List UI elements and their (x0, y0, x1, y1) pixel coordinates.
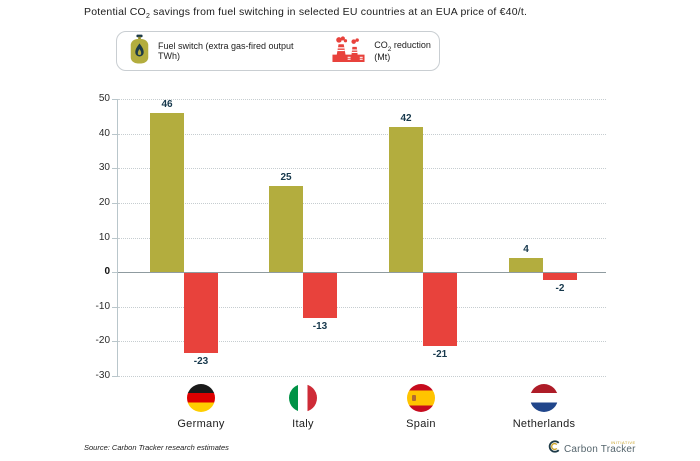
legend-item-co2-reduction: CO2 reduction (Mt) (331, 35, 439, 67)
y-axis-tick (112, 237, 118, 239)
bar-value-label: -2 (555, 283, 565, 295)
legend-item-fuel-switch: Fuel switch (extra gas-fired output TWh) (129, 34, 301, 69)
y-axis-tick (112, 341, 118, 343)
bar-co2-reduction-germany: -23 (184, 273, 218, 367)
y-tick-label: 30 (98, 162, 110, 174)
y-axis-tick (112, 376, 118, 377)
spain-emblem (412, 395, 416, 401)
zero-line (118, 272, 606, 274)
carbon-tracker-logo-subtext: INITIATIVE (610, 439, 636, 445)
bar-fuel-switch-netherlands: 4 (509, 244, 543, 273)
carbon-tracker-logo: Carbon Tracker INITIATIVE (548, 440, 636, 458)
legend-label-co2-reduction: CO2 reduction (Mt) (374, 39, 431, 63)
gridline (118, 168, 606, 170)
gridline (118, 341, 606, 343)
bar-value-label: 42 (400, 112, 412, 124)
y-tick-label: 40 (98, 127, 110, 139)
gridline (118, 202, 606, 204)
category-label-italy: Italy (292, 418, 314, 430)
y-tick-label: 0 (104, 266, 110, 278)
flag-italy-icon (289, 384, 317, 412)
y-tick-label: 20 (98, 196, 110, 208)
plot-area: 46 -23 25 -13 42 -21 4 -2 50 40 30 20 10 0 -10… (96, 93, 606, 381)
y-axis-tick (112, 168, 118, 170)
y-tick-label: -30 (95, 370, 110, 381)
y-tick-label: 50 (98, 93, 110, 104)
y-axis-tick (112, 99, 118, 100)
flag-germany-icon (187, 384, 215, 412)
source-note: Source: Carbon Tracker research estimate… (84, 443, 229, 452)
gridline (118, 306, 606, 308)
legend: Fuel switch (extra gas-fired output TWh) (116, 31, 440, 71)
carbon-tracker-logo-icon (548, 440, 561, 458)
bar-value-label: 46 (161, 98, 173, 110)
chart-title: Potential CO2 savings from fuel switchin… (84, 6, 528, 21)
gridline (118, 133, 606, 135)
bar-co2-reduction-netherlands: -2 (543, 273, 577, 294)
bar-fuel-switch-germany: 46 (150, 99, 184, 273)
bar-co2-reduction-italy: -13 (303, 273, 337, 332)
y-tick-label: -20 (95, 335, 110, 347)
bar-value-label: -13 (312, 321, 328, 333)
bar-fuel-switch-italy: 25 (269, 172, 303, 273)
category-label-netherlands: Netherlands (512, 418, 576, 430)
bar-value-label: 4 (523, 244, 529, 256)
gridline (118, 99, 606, 100)
y-axis-tick (112, 202, 118, 204)
flag-netherlands-icon (530, 384, 558, 412)
category-label-spain: Spain (406, 418, 436, 430)
carbon-tracker-logo-text: Carbon Tracker INITIATIVE (564, 439, 636, 455)
factory-icon (331, 35, 366, 67)
bar-value-label: -23 (193, 355, 209, 367)
bar-value-label: -21 (432, 348, 448, 360)
category-label-germany: Germany (177, 418, 225, 430)
gridline (118, 237, 606, 239)
flag-spain-icon (407, 384, 435, 412)
gridline (118, 376, 606, 377)
bar-co2-reduction-spain: -21 (423, 273, 457, 360)
y-axis-tick (112, 133, 118, 135)
bar-fuel-switch-spain: 42 (389, 113, 423, 273)
legend-label-fuel-switch: Fuel switch (extra gas-fired output TWh) (158, 41, 294, 61)
y-axis-tick (112, 306, 118, 308)
y-tick-label: -10 (95, 300, 110, 312)
bar-value-label: 25 (280, 171, 292, 183)
gas-cylinder-icon (129, 34, 150, 69)
y-axis-tick (112, 272, 118, 274)
y-tick-label: 10 (98, 231, 110, 243)
